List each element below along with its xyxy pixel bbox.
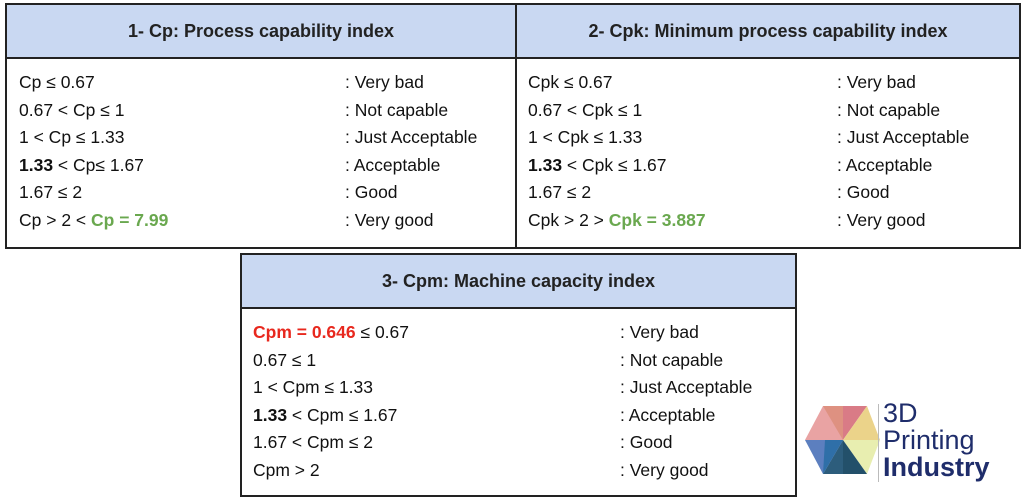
condition-segment: 0.67 < Cpk ≤ 1 xyxy=(528,99,643,120)
cpk-table-title: 2- Cpk: Minimum process capability index xyxy=(517,5,1019,59)
cpm-table: 3- Cpm: Machine capacity index Cpm = 0.6… xyxy=(240,253,797,497)
rating-label: : Very bad xyxy=(620,322,699,342)
condition-label: 1.33 < Cpm ≤ 1.67 xyxy=(253,404,397,426)
condition-label: 1.67 ≤ 2 xyxy=(19,181,82,203)
rating-label: : Very good xyxy=(837,210,926,230)
condition-label: Cpm > 2 xyxy=(253,459,320,481)
rating-label: : Just Acceptable xyxy=(620,377,753,398)
rating-label: : Good xyxy=(345,182,398,203)
rating-label: : Very bad xyxy=(345,72,424,92)
condition-segment: Cp > 2 < xyxy=(19,210,91,230)
condition-segment: Cpm = 0.646 xyxy=(253,322,356,342)
rating-label: : Very good xyxy=(620,460,709,480)
condition-segment: Cpk > 2 > xyxy=(528,210,609,230)
rating-label: : Acceptable xyxy=(345,154,441,175)
rating-label: : Good xyxy=(620,432,673,453)
condition-label: 1 < Cpm ≤ 1.33 xyxy=(253,376,373,398)
cp-table-title: 1- Cp: Process capability index xyxy=(7,5,515,59)
rating-label: : Just Acceptable xyxy=(345,127,478,148)
condition-segment: 1.67 ≤ 2 xyxy=(528,182,592,203)
condition-segment: 1.67 < Cpm ≤ 2 xyxy=(253,432,374,453)
rating-label: : Not capable xyxy=(345,99,449,120)
condition-label: 1.67 < Cpm ≤ 2 xyxy=(253,431,373,453)
condition-segment: 1 < Cpk ≤ 1.33 xyxy=(528,127,643,148)
rating-label: : Acceptable xyxy=(837,154,933,175)
rating-label: : Acceptable xyxy=(620,404,716,425)
rating-label: : Very bad xyxy=(837,72,916,92)
rating-label: : Very good xyxy=(345,210,434,230)
condition-segment: Cpm > 2 xyxy=(253,460,320,480)
condition-label: Cpk ≤ 0.67 xyxy=(528,71,613,93)
condition-segment: 1 < Cp ≤ 1.33 xyxy=(19,127,125,148)
condition-segment: 1.33 xyxy=(528,154,563,175)
cpm-table-title: 3- Cpm: Machine capacity index xyxy=(242,255,795,309)
condition-segment: < Cpm ≤ 1.67 xyxy=(287,404,398,425)
logo-text: 3D Printing Industry xyxy=(883,398,990,482)
condition-label: 0.67 ≤ 1 xyxy=(253,349,316,371)
cp-table: 1- Cp: Process capability index Cp ≤ 0.6… xyxy=(5,3,517,249)
condition-label: Cp ≤ 0.67 xyxy=(19,71,95,93)
condition-segment: < Cp≤ 1.67 xyxy=(53,154,144,175)
condition-label: Cp > 2 < Cp = 7.99 xyxy=(19,209,168,231)
condition-label: 0.67 < Cp ≤ 1 xyxy=(19,99,124,121)
rating-label: : Just Acceptable xyxy=(837,127,970,148)
rating-label: : Not capable xyxy=(837,99,941,120)
cpk-table: 2- Cpk: Minimum process capability index… xyxy=(515,3,1021,249)
condition-label: Cpk > 2 > Cpk = 3.887 xyxy=(528,209,706,231)
condition-segment: Cpk ≤ 0.67 xyxy=(528,72,613,92)
condition-segment: Cpk = 3.887 xyxy=(608,210,706,230)
condition-segment: 1.33 xyxy=(19,154,54,175)
condition-label: 1.33 < Cp≤ 1.67 xyxy=(19,154,144,176)
condition-segment: < Cpk ≤ 1.67 xyxy=(562,154,667,175)
rating-label: : Good xyxy=(837,182,890,203)
condition-segment: 1.67 ≤ 2 xyxy=(19,182,83,203)
condition-label: Cpm = 0.646 ≤ 0.67 xyxy=(253,321,409,343)
hexagon-logo-icon xyxy=(805,406,880,474)
condition-label: 1.67 ≤ 2 xyxy=(528,181,591,203)
3d-printing-industry-logo: 3D Printing Industry xyxy=(805,398,1020,492)
condition-label: 1 < Cp ≤ 1.33 xyxy=(19,126,124,148)
condition-segment: 1.33 xyxy=(253,404,288,425)
condition-label: 1 < Cpk ≤ 1.33 xyxy=(528,126,642,148)
condition-label: 0.67 < Cpk ≤ 1 xyxy=(528,99,642,121)
condition-label: 1.33 < Cpk ≤ 1.67 xyxy=(528,154,667,176)
condition-segment: ≤ 0.67 xyxy=(355,322,410,342)
rating-label: : Not capable xyxy=(620,349,724,370)
condition-segment: 1 < Cpm ≤ 1.33 xyxy=(253,377,374,398)
condition-segment: 0.67 ≤ 1 xyxy=(253,349,317,370)
condition-segment: 0.67 < Cp ≤ 1 xyxy=(19,99,125,120)
condition-segment: Cp ≤ 0.67 xyxy=(19,72,95,92)
condition-segment: Cp = 7.99 xyxy=(91,210,169,230)
